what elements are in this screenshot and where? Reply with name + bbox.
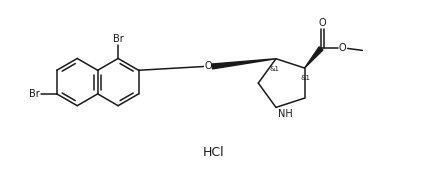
Text: O: O xyxy=(205,61,212,72)
Text: Br: Br xyxy=(29,89,40,99)
Text: &1: &1 xyxy=(270,66,280,72)
Text: Br: Br xyxy=(113,34,124,44)
Text: O: O xyxy=(339,44,347,53)
Text: HCl: HCl xyxy=(203,147,225,159)
Text: O: O xyxy=(319,18,326,28)
Text: &1: &1 xyxy=(301,75,311,81)
Text: NH: NH xyxy=(278,109,293,119)
Polygon shape xyxy=(305,47,323,68)
Polygon shape xyxy=(212,59,276,69)
